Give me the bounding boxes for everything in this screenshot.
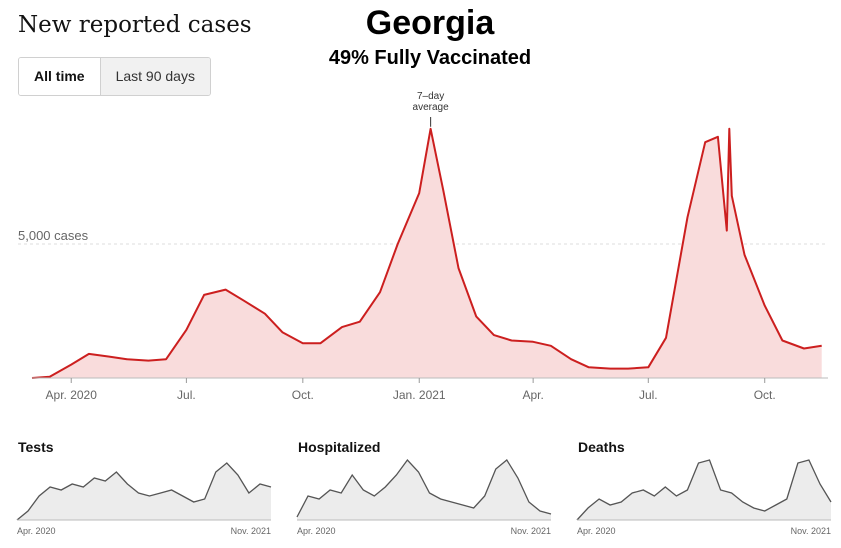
tests-x-tick-end: Nov. 2021 bbox=[231, 526, 271, 536]
x-tick-label: Jan. 2021 bbox=[393, 388, 446, 402]
deaths-line bbox=[576, 459, 832, 521]
tests-line bbox=[16, 462, 272, 521]
x-tick-label: Oct. bbox=[754, 388, 776, 402]
annotation-label: 7–day average bbox=[413, 91, 450, 113]
x-tick-label: Apr. 2020 bbox=[46, 388, 98, 402]
x-tick-label: Oct. bbox=[292, 388, 314, 402]
all-time-button[interactable]: All time bbox=[19, 58, 100, 95]
deaths-mini-chart: Apr. 2020 Nov. 2021 bbox=[576, 459, 832, 536]
hospitalized-mini-chart: Apr. 2020 Nov. 2021 bbox=[296, 458, 552, 536]
tests-title: Tests bbox=[18, 439, 54, 455]
hospitalized-line bbox=[296, 458, 552, 518]
x-tick-label: Jul. bbox=[639, 388, 658, 402]
hospitalized-x-tick-start: Apr. 2020 bbox=[297, 526, 336, 536]
deaths-title: Deaths bbox=[578, 439, 625, 455]
deaths-x-tick-end: Nov. 2021 bbox=[791, 526, 831, 536]
hospitalized-area bbox=[297, 460, 551, 520]
state-name: Georgia bbox=[365, 4, 495, 42]
main-cases-chart: 5,000 cases 7–day average Apr. 2020 Jul. Oct.… bbox=[18, 91, 828, 402]
deaths-x-tick-start: Apr. 2020 bbox=[577, 526, 616, 536]
hospitalized-x-tick-end: Nov. 2021 bbox=[511, 526, 551, 536]
x-tick-label: Apr. bbox=[522, 388, 543, 402]
hospitalized-title: Hospitalized bbox=[298, 439, 381, 455]
x-tick-label: Jul. bbox=[177, 388, 196, 402]
deaths-area bbox=[577, 460, 831, 520]
tests-x-tick-start: Apr. 2020 bbox=[17, 526, 56, 536]
vaccination-text: 49% Fully Vaccinated bbox=[328, 47, 532, 69]
gridline-label: 5,000 cases bbox=[18, 228, 89, 243]
last-90-days-button[interactable]: Last 90 days bbox=[99, 58, 210, 95]
chart-title: New reported cases bbox=[18, 12, 252, 38]
seven-day-average-line bbox=[31, 127, 822, 379]
cases-area bbox=[32, 128, 822, 378]
time-range-toggle: All time Last 90 days bbox=[18, 57, 211, 96]
tests-area bbox=[17, 463, 271, 520]
tests-mini-chart: Apr. 2020 Nov. 2021 bbox=[16, 462, 272, 536]
